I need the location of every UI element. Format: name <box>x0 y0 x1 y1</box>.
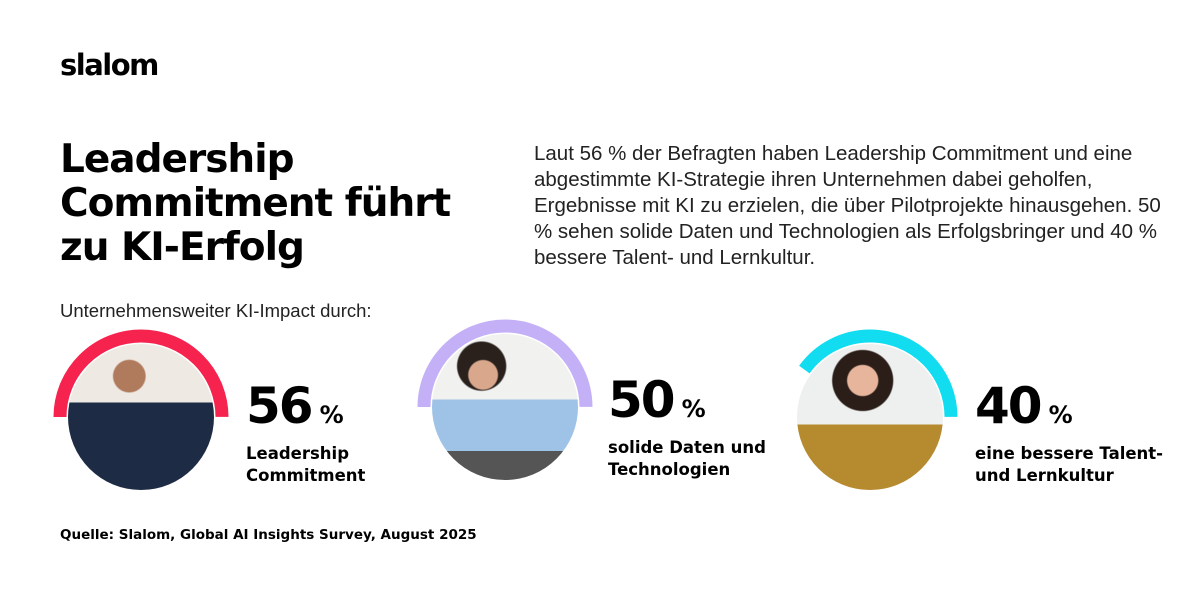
stat-leadership: 56% Leadership Commitment <box>246 380 365 487</box>
arc-leadership-commitment <box>53 329 229 505</box>
arc-daten-technologien <box>417 319 593 495</box>
stat-unit: % <box>681 395 706 423</box>
stat-label: Leadership <box>246 444 350 463</box>
arc-talent-lernkultur <box>782 329 958 505</box>
stat-value: 56 <box>246 377 314 435</box>
photo-woman-pointing-at-laptop <box>432 334 578 480</box>
intro-paragraph: Laut 56 % der Befragten haben Leadership… <box>534 142 1161 269</box>
stat-value: 50 <box>608 371 676 429</box>
stat-label: solide Daten und <box>608 438 766 457</box>
section-subheading: Unternehmensweiter KI-Impact durch: <box>60 300 372 321</box>
slalom-logo: slalom <box>60 48 159 82</box>
photo-woman-with-tablet <box>797 344 943 490</box>
stat-label: eine bessere Talent- <box>975 444 1164 463</box>
stat-unit: % <box>1048 401 1073 429</box>
page-title: Leadership Commitment führt zu KI-Erfolg <box>60 137 451 270</box>
stat-label: Commitment <box>246 466 366 485</box>
photo-man-at-laptop <box>68 344 214 490</box>
stat-daten: 50% solide Daten und Technologien <box>608 374 766 481</box>
source-note: Quelle: Slalom, Global AI Insights Surve… <box>60 527 477 543</box>
stat-value: 40 <box>975 377 1043 435</box>
stat-talent: 40% eine bessere Talent-und Lernkultur <box>975 380 1163 487</box>
stat-label: und Lernkultur <box>975 466 1114 485</box>
stat-label: Technologien <box>608 460 731 479</box>
stat-unit: % <box>319 401 344 429</box>
